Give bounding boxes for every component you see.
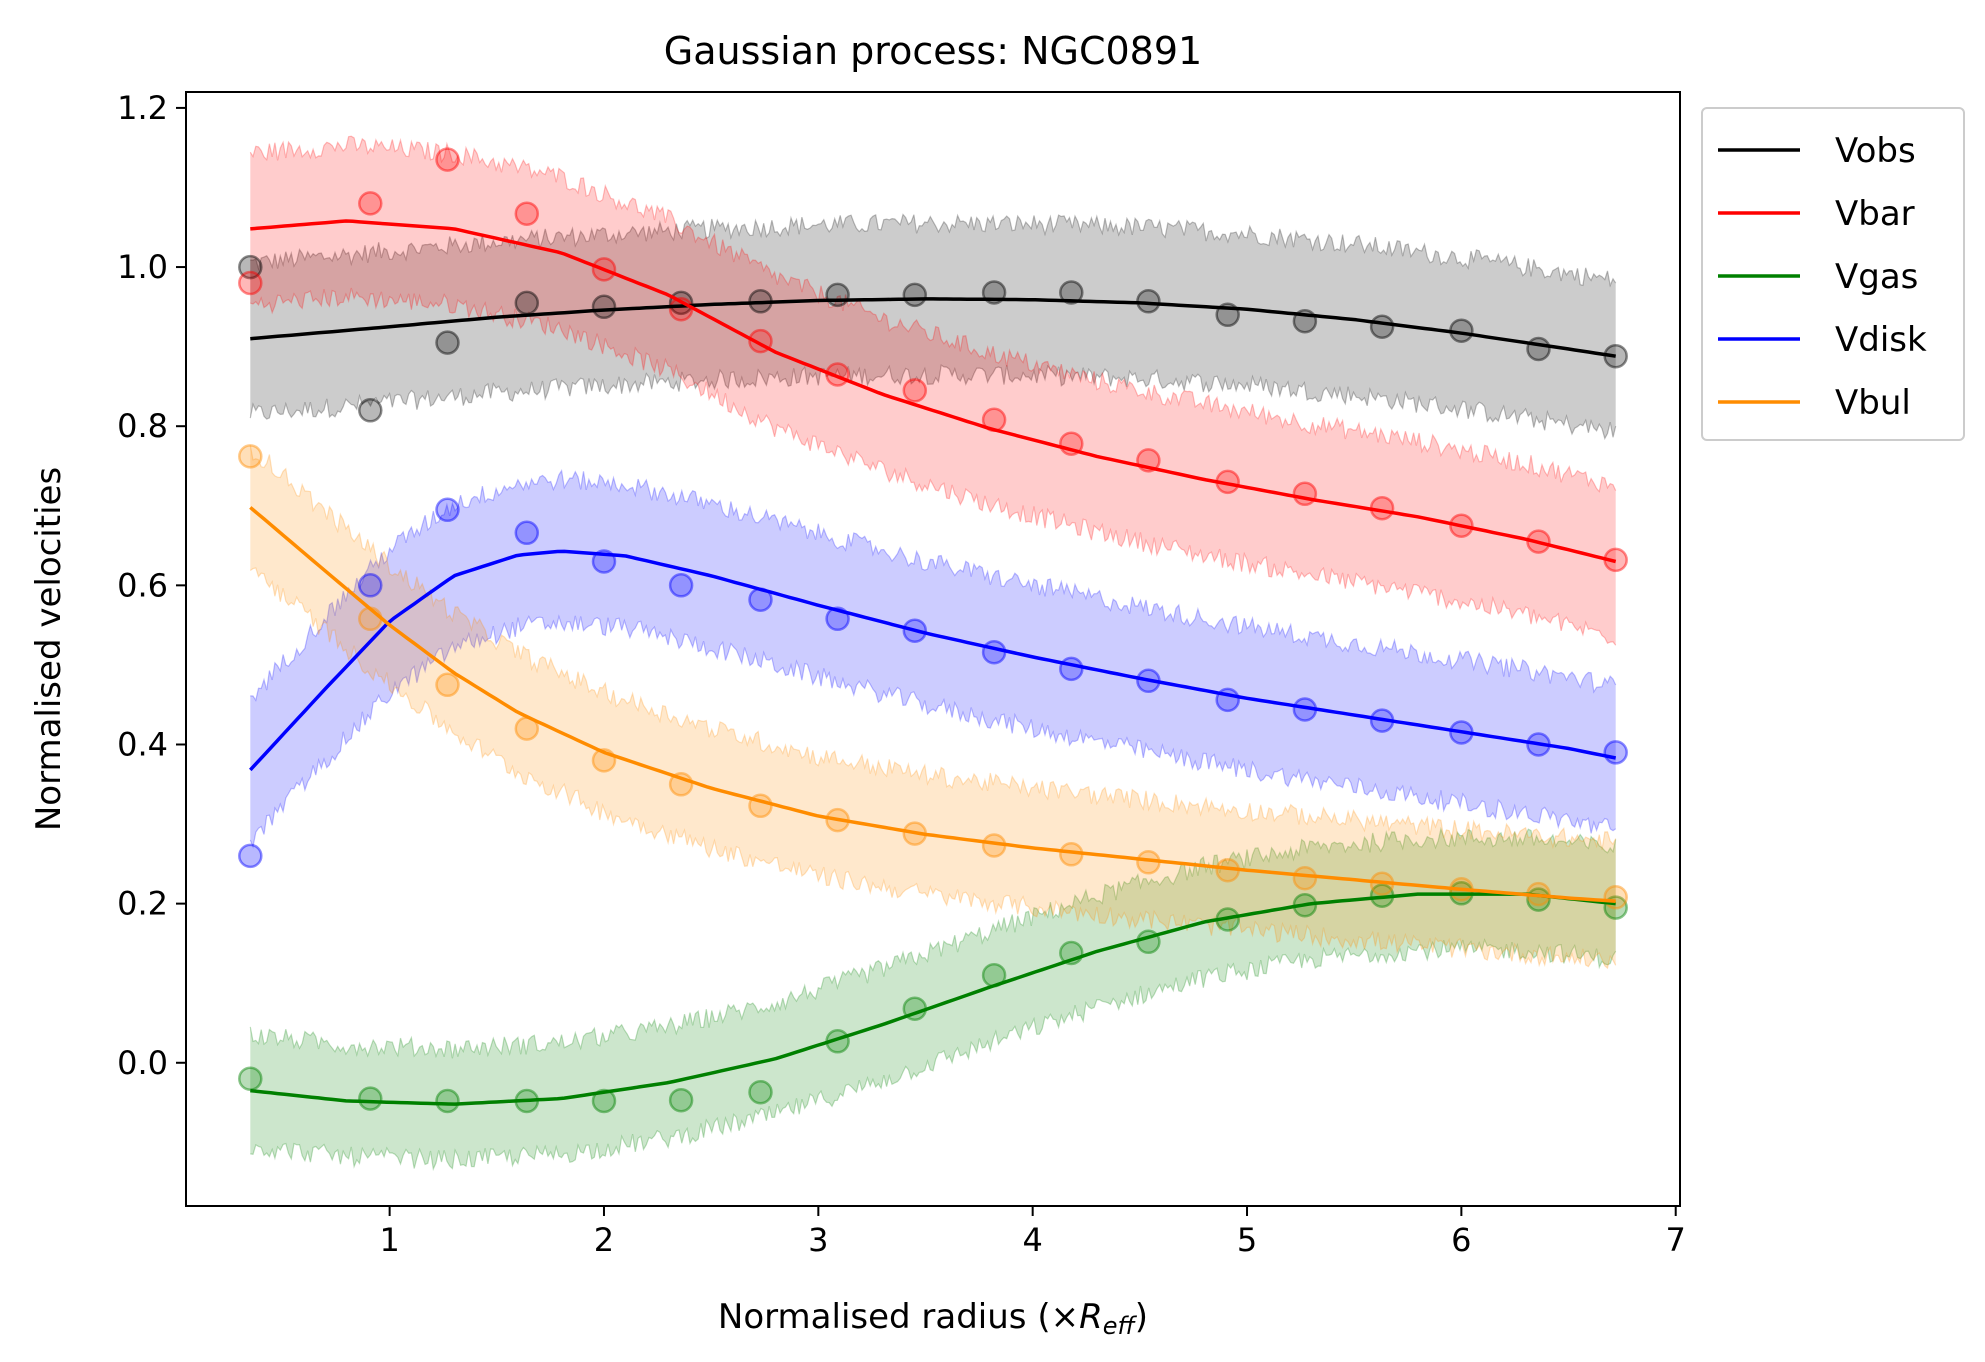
point-vdisk	[514, 520, 540, 546]
point-vdisk	[981, 639, 1007, 665]
legend: Vobs Vbar Vgas Vdisk Vbul	[1701, 107, 1965, 441]
band-upper-vdisk	[250, 469, 1617, 702]
band-vdisk	[250, 470, 1616, 847]
point-vgas	[748, 1079, 773, 1105]
point-vobs	[514, 290, 540, 316]
point-vdisk	[358, 573, 383, 598]
legend-box	[1701, 107, 1965, 441]
point-vdisk	[1059, 656, 1084, 682]
point-vgas	[591, 1088, 617, 1114]
point-vbar	[435, 147, 460, 172]
point-vgas	[668, 1087, 694, 1113]
band-upper-vobs	[250, 213, 1617, 288]
point-vbar	[238, 270, 263, 296]
band-vobs	[250, 214, 1616, 439]
point-vbul	[1603, 885, 1628, 910]
legend-label-vdisk: Vdisk	[1835, 320, 1927, 360]
point-vobs	[902, 282, 928, 308]
chart-title: Gaussian process: NGC0891	[664, 29, 1202, 73]
point-vbul	[1292, 865, 1318, 891]
point-vbul	[238, 444, 263, 469]
band-lower-vdisk	[249, 614, 1617, 849]
point-vobs	[1526, 336, 1551, 362]
x-axis-label-subscript: eff	[1103, 1312, 1138, 1340]
point-vobs	[1059, 280, 1084, 305]
legend-label-vbar: Vbar	[1835, 194, 1915, 234]
band-lower-vgas	[250, 938, 1617, 1172]
point-vdisk	[1603, 740, 1628, 765]
point-vdisk	[238, 843, 263, 869]
point-vobs	[825, 282, 850, 308]
point-vbul	[435, 672, 460, 698]
point-vdisk	[668, 573, 694, 598]
plot-frame	[185, 91, 1681, 1207]
band-vgas	[250, 829, 1616, 1169]
point-vbar	[358, 191, 383, 216]
y-tick-label: 1.2	[117, 89, 168, 127]
x-tick-label: 2	[594, 1221, 614, 1259]
band-vbul	[250, 445, 1616, 969]
x-tick-label: 5	[1237, 1221, 1257, 1259]
x-tick-label: 6	[1451, 1221, 1471, 1259]
line-vgas	[250, 892, 1616, 1106]
point-vobs	[238, 254, 263, 280]
x-axis-label-symbol: R	[1079, 1297, 1103, 1337]
point-vgas	[238, 1066, 263, 1091]
line-vobs	[250, 297, 1616, 358]
y-tick-label: 0.2	[117, 885, 168, 923]
y-axis-label: Normalised velocities	[29, 467, 69, 831]
y-tick-label: 0.8	[117, 407, 168, 445]
x-axis-label-close: )	[1135, 1297, 1148, 1337]
y-tick-label: 0.0	[117, 1044, 168, 1082]
band-lower-vbar	[250, 287, 1617, 646]
band-upper-vbar	[249, 135, 1617, 493]
band-lower-vbul	[249, 567, 1617, 970]
axis-ticks: 1 2 3 4 5 6 7 0.0 0.2 0.4 0.6 0.8 1.0 1.2	[117, 89, 1686, 1259]
y-tick-label: 0.4	[117, 725, 168, 763]
point-vdisk	[435, 497, 460, 523]
line-vbar	[250, 219, 1617, 564]
point-vbar	[902, 378, 928, 403]
x-tick-label: 3	[808, 1221, 828, 1259]
line-vbul	[249, 506, 1616, 903]
x-axis-label-main: Normalised radius (×	[718, 1297, 1079, 1337]
band-upper-vbul	[249, 445, 1617, 850]
point-vgas	[435, 1088, 460, 1114]
legend-label-vgas: Vgas	[1835, 257, 1918, 297]
band-lower-vobs	[249, 364, 1617, 441]
plot-area	[238, 135, 1628, 1172]
line-vdisk	[249, 549, 1617, 772]
legend-label-vobs: Vobs	[1835, 131, 1916, 171]
point-vobs	[1369, 314, 1395, 339]
x-axis-label: Normalised radius (×Reff)	[718, 1297, 1148, 1340]
point-vgas	[358, 1086, 383, 1111]
point-vobs	[358, 398, 383, 423]
point-vbar	[514, 201, 540, 226]
x-tick-label: 7	[1666, 1221, 1686, 1259]
y-tick-label: 0.6	[117, 566, 168, 604]
legend-label-vbul: Vbul	[1835, 383, 1911, 423]
x-tick-label: 4	[1022, 1221, 1042, 1259]
point-vobs	[435, 330, 460, 355]
x-tick-label: 1	[379, 1221, 399, 1259]
band-upper-vgas	[249, 826, 1617, 1059]
point-vobs	[591, 294, 617, 320]
point-vbar	[1292, 481, 1318, 507]
y-tick-label: 1.0	[117, 248, 168, 286]
